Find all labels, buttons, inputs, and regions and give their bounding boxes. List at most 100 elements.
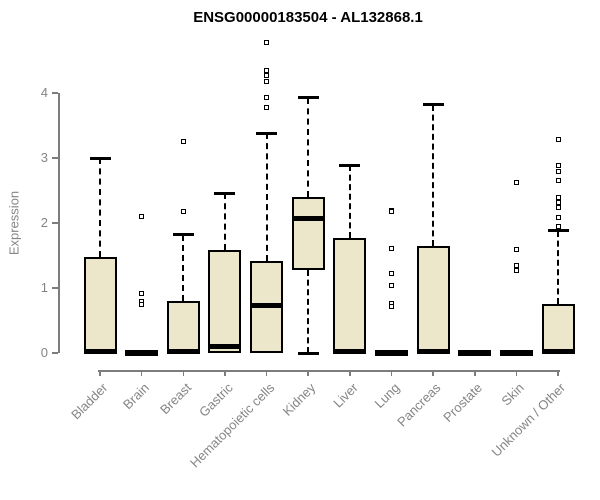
y-tick-label: 1: [40, 280, 48, 295]
x-axis-tick: [140, 370, 143, 376]
outlier-point-unknown-other: [555, 204, 561, 210]
median-liver: [333, 349, 367, 355]
median-breast: [166, 349, 200, 355]
box-gastric: [208, 250, 242, 353]
y-axis-tick: [52, 92, 58, 94]
median-unknown-other: [541, 349, 575, 355]
outlier-point-skin: [513, 262, 519, 268]
x-axis-label-text: Breast: [156, 380, 194, 418]
outlier-point-unknown-other: [555, 223, 561, 229]
outlier-point-hematopoietic-cells: [264, 104, 270, 110]
y-tick-label: 3: [40, 150, 48, 165]
x-axis-tick: [265, 370, 268, 376]
x-axis-tick: [474, 370, 476, 376]
median-brain: [125, 349, 159, 355]
upper-whisker-cap-pancreas: [422, 103, 444, 107]
upper-whisker-cap-bladder: [89, 156, 111, 160]
median-hematopoietic-cells: [250, 303, 284, 309]
x-axis-label-text: Pancreas: [394, 380, 444, 430]
y-axis-tick: [52, 287, 58, 289]
outlier-point-unknown-other: [555, 177, 561, 183]
outlier-point-lung: [388, 209, 394, 215]
upper-whisker-breast: [182, 234, 185, 301]
upper-whisker-kidney: [307, 97, 310, 197]
upper-whisker-gastric: [223, 193, 226, 251]
box-kidney: [291, 197, 325, 270]
upper-whisker-unknown-other: [557, 230, 560, 305]
upper-whisker-liver: [348, 165, 351, 238]
upper-whisker-cap-unknown-other: [547, 229, 569, 233]
x-axis-label-text: Kidney: [280, 380, 319, 419]
median-pancreas: [416, 349, 450, 355]
x-axis-tick: [99, 370, 101, 376]
x-axis-tick: [515, 370, 518, 376]
outlier-point-brain: [139, 290, 145, 296]
outlier-point-hematopoietic-cells: [264, 79, 270, 85]
x-axis-label-text: Lung: [371, 380, 403, 412]
y-axis-tick: [52, 222, 58, 224]
x-axis-label-text: Liver: [329, 380, 361, 411]
outlier-point-hematopoietic-cells: [264, 72, 270, 78]
outlier-point-unknown-other: [555, 200, 561, 206]
outlier-point-hematopoietic-cells: [264, 67, 270, 73]
x-axis-label-text: Gastric: [195, 380, 236, 420]
median-kidney: [291, 215, 325, 221]
median-bladder: [83, 349, 117, 355]
lower-whisker-cap-kidney: [297, 351, 319, 355]
upper-whisker-cap-kidney: [297, 96, 319, 100]
x-axis-tick: [432, 370, 434, 376]
outlier-point-unknown-other: [555, 137, 561, 143]
outlier-point-brain: [139, 214, 145, 219]
x-axis-tick: [390, 370, 393, 376]
median-gastric: [208, 344, 242, 349]
outlier-point-skin: [513, 246, 519, 252]
upper-whisker-cap-breast: [172, 233, 194, 237]
upper-whisker-cap-gastric: [214, 191, 236, 195]
x-axis-tick: [182, 370, 185, 376]
outlier-point-unknown-other: [555, 214, 561, 220]
x-axis-label-text: Prostate: [440, 380, 486, 425]
box-bladder: [83, 256, 117, 353]
x-axis-tick: [307, 370, 309, 376]
outlier-point-skin: [513, 179, 519, 185]
x-axis-label-text: Bladder: [68, 380, 111, 423]
x-axis-tick: [349, 370, 351, 376]
x-axis-label-text: Skin: [498, 380, 527, 409]
y-axis-tick: [52, 352, 58, 354]
x-axis-label-text: Brain: [120, 380, 153, 413]
y-tick-label: 0: [40, 345, 48, 360]
box-breast: [166, 301, 200, 353]
upper-whisker-bladder: [99, 158, 101, 257]
outlier-point-lung: [388, 282, 394, 288]
y-axis-tick: [52, 157, 58, 159]
outlier-point-lung: [388, 303, 394, 309]
outlier-point-hematopoietic-cells: [264, 95, 270, 101]
median-prostate: [458, 349, 492, 355]
chart-title: ENSG00000183504 - AL132868.1: [193, 9, 423, 26]
box-pancreas: [416, 246, 450, 353]
median-skin: [499, 349, 533, 355]
outlier-point-brain: [139, 302, 145, 308]
outlier-point-skin: [513, 267, 519, 273]
x-axis-tick: [557, 370, 559, 376]
outlier-point-unknown-other: [555, 163, 561, 169]
outlier-point-lung: [388, 271, 394, 277]
outlier-point-breast: [180, 139, 186, 145]
outlier-point-unknown-other: [555, 169, 561, 175]
box-unknown-other: [541, 304, 575, 353]
outlier-point-breast: [180, 209, 186, 215]
lower-whisker-kidney: [307, 269, 310, 353]
box-liver: [333, 237, 367, 353]
upper-whisker-cap-hematopoietic-cells: [256, 131, 278, 135]
upper-whisker-hematopoietic-cells: [265, 133, 268, 261]
y-tick-label: 2: [40, 215, 48, 230]
y-tick-label: 4: [40, 85, 48, 100]
x-axis-line: [98, 370, 561, 372]
upper-whisker-cap-liver: [339, 163, 361, 167]
outlier-point-lung: [388, 245, 394, 251]
outlier-point-hematopoietic-cells: [264, 40, 270, 46]
x-axis-tick: [224, 370, 226, 376]
upper-whisker-pancreas: [432, 104, 435, 247]
outlier-point-unknown-other: [555, 194, 561, 200]
